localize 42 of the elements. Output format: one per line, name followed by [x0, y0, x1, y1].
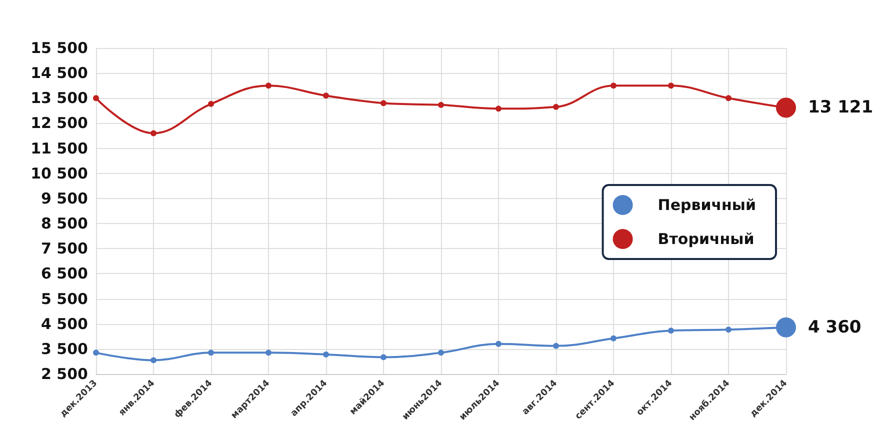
point: [150, 130, 156, 136]
y-tick-label: 9 500: [41, 189, 88, 208]
point: [610, 335, 616, 342]
y-tick-label: 4 500: [41, 314, 88, 333]
y-tick-label: 13 500: [30, 89, 88, 108]
point: [438, 350, 444, 356]
point: [93, 350, 99, 356]
point: [93, 95, 99, 102]
y-tick-label: 11 500: [30, 139, 88, 158]
point: [610, 82, 616, 89]
legend-label: Вторичный: [658, 230, 754, 248]
point: [496, 106, 502, 112]
data-label: 4 360: [808, 317, 862, 338]
legend-label: Первичный: [658, 196, 756, 214]
y-tick-label: 3 500: [41, 340, 88, 358]
y-tick-label: 14 500: [30, 64, 88, 82]
y-tick-label: 5 500: [41, 290, 88, 308]
y-tick-label: 10 500: [30, 164, 88, 182]
y-tick-label: 15 500: [30, 39, 88, 57]
y-tick-label: 7 500: [41, 240, 88, 258]
y-tick-label: 12 500: [30, 114, 88, 132]
point: [553, 342, 559, 349]
point: [323, 351, 329, 358]
point: [380, 100, 386, 106]
y-tick-label: 8 500: [41, 214, 88, 233]
point: [266, 350, 272, 356]
point: [668, 328, 674, 334]
point: [208, 350, 214, 356]
point: [726, 326, 732, 333]
point: [150, 357, 156, 364]
point: [553, 104, 559, 110]
point: [266, 82, 272, 89]
data-label: 13 121: [808, 98, 874, 118]
point: [208, 100, 214, 107]
point: [668, 82, 674, 89]
point: [496, 340, 502, 347]
point: [438, 102, 444, 108]
point: [380, 354, 386, 360]
y-tick-label: 6 500: [41, 264, 88, 283]
point: [323, 92, 329, 99]
point: [726, 95, 732, 102]
y-tick-label: 2 500: [41, 365, 88, 383]
